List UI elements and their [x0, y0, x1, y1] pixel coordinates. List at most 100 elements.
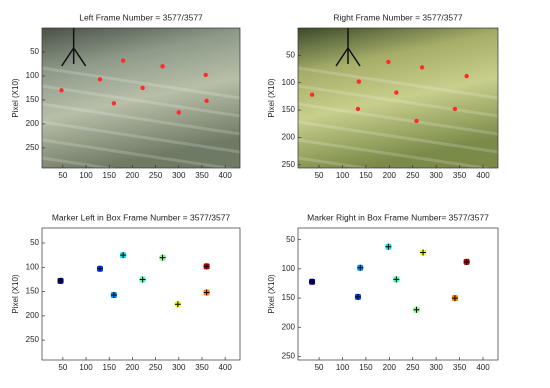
y-tick-label: 100	[282, 78, 296, 87]
axes-box	[41, 227, 241, 361]
chart-title: Left Frame Number = 3577/3577	[79, 12, 203, 22]
y-tick-label: 100	[26, 71, 40, 80]
rig	[335, 28, 361, 67]
y-tick-label: 250	[26, 335, 40, 344]
marker	[120, 252, 127, 259]
marker	[174, 301, 181, 308]
x-tick-label: 400	[218, 363, 232, 372]
x-tick-label: 50	[58, 171, 67, 180]
water-streak	[41, 66, 241, 100]
x-tick-label: 200	[126, 171, 140, 180]
axes-box	[41, 27, 241, 169]
marker	[203, 289, 210, 296]
water-streak	[297, 120, 499, 154]
y-tick-label: 150	[26, 287, 40, 296]
y-tick-label: 200	[282, 322, 296, 331]
x-tick-label: 150	[103, 363, 117, 372]
plot-area	[42, 228, 240, 360]
marker-dot	[111, 101, 117, 106]
marker-dot	[355, 106, 361, 112]
marker-dot	[120, 58, 126, 63]
x-tick-label: 150	[103, 171, 117, 180]
marker	[354, 293, 361, 300]
chart-title: Marker Left in Box Frame Number = 3577/3…	[52, 212, 231, 222]
marker	[420, 249, 427, 256]
y-tick-label: 100	[26, 262, 40, 271]
marker	[463, 258, 470, 265]
chart-title: Marker Right in Box Frame Number= 3577/3…	[307, 212, 489, 222]
x-tick-label: 100	[79, 363, 93, 372]
water-streak	[41, 120, 241, 154]
y-tick-label: 150	[282, 105, 296, 114]
marker	[393, 276, 400, 283]
marker	[139, 276, 146, 283]
y-axis-label: Pixel (X10)	[267, 274, 276, 313]
x-tick-label: 400	[476, 363, 490, 372]
y-tick-label: 50	[30, 47, 39, 56]
frame-image	[298, 28, 498, 168]
marker-dot	[419, 65, 425, 70]
axes-box	[297, 27, 499, 169]
marker	[110, 291, 117, 298]
water-streak	[297, 84, 499, 118]
y-tick-label: 50	[30, 238, 39, 247]
x-tick-label: 300	[172, 363, 186, 372]
x-tick-label: 250	[406, 363, 420, 372]
water-streak	[41, 156, 241, 190]
x-tick-label: 200	[383, 171, 397, 180]
y-axis-label: Pixel (X10)	[11, 78, 20, 117]
marker-dot	[309, 92, 315, 97]
marker	[413, 306, 420, 313]
marker-dot	[160, 64, 165, 69]
marker	[385, 243, 392, 250]
x-tick-label: 350	[195, 363, 209, 372]
y-tick-label: 200	[26, 311, 40, 320]
marker-dot	[464, 73, 469, 79]
x-tick-label: 200	[126, 363, 140, 372]
marker-dot	[203, 72, 208, 78]
marker	[357, 264, 364, 271]
marker-dot	[204, 98, 209, 104]
x-tick-label: 50	[315, 363, 324, 372]
y-tick-label: 150	[26, 95, 40, 104]
x-tick-label: 50	[315, 171, 324, 180]
y-tick-label: 200	[26, 119, 40, 128]
axes-box	[297, 227, 499, 361]
rig	[61, 28, 87, 67]
water-streak	[41, 102, 241, 136]
x-tick-label: 100	[79, 171, 93, 180]
water-streak	[297, 138, 499, 172]
y-tick-label: 200	[282, 132, 296, 141]
marker-dot	[356, 79, 362, 84]
y-tick-label: 50	[286, 235, 295, 244]
y-tick-label: 250	[282, 352, 296, 361]
marker	[203, 263, 210, 270]
water-streak	[297, 66, 499, 100]
x-tick-label: 400	[476, 171, 490, 180]
y-axis-label: Pixel (X10)	[267, 78, 276, 117]
marker-dot	[59, 88, 64, 93]
x-tick-label: 300	[429, 363, 443, 372]
x-tick-label: 50	[58, 363, 67, 372]
marker	[159, 254, 166, 261]
x-tick-label: 350	[453, 171, 467, 180]
y-axis-label: Pixel (X10)	[11, 274, 20, 313]
marker	[96, 265, 103, 272]
x-tick-label: 250	[149, 171, 163, 180]
marker-dot	[140, 85, 145, 91]
x-tick-label: 150	[359, 171, 373, 180]
plot-area	[298, 228, 498, 360]
marker-dot	[386, 59, 391, 65]
y-tick-label: 250	[26, 143, 40, 152]
frame-image	[42, 28, 240, 168]
marker-dot	[452, 106, 458, 112]
y-tick-label: 250	[282, 160, 296, 169]
water-streak	[297, 156, 499, 190]
y-tick-label: 50	[286, 50, 295, 59]
y-tick-label: 100	[282, 264, 296, 273]
marker-dot	[176, 110, 181, 115]
marker	[309, 278, 316, 285]
chart-title: Right Frame Number = 3577/3577	[333, 12, 462, 22]
water-streak	[41, 138, 241, 172]
